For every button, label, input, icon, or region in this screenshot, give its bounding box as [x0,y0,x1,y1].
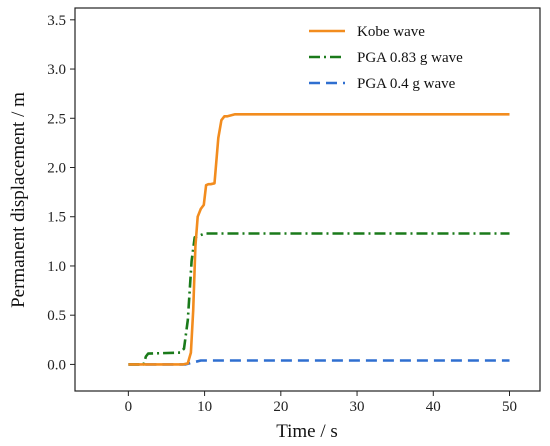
y-tick-label-3: 1.5 [47,210,66,226]
y-tick-label-2: 1.0 [47,259,66,275]
y-tick-label-7: 3.5 [47,13,66,29]
series-line-0 [128,113,510,366]
x-tick-label-4: 40 [426,399,441,415]
plot-frame [74,7,541,392]
x-tick-label-0: 0 [125,399,133,415]
y-tick-label-1: 0.5 [47,308,66,324]
y-axis-label: Permanent displacement / m [8,92,29,308]
x-tick-label-5: 50 [502,399,517,415]
series-line-1 [128,232,510,366]
y-tick-label-4: 2.0 [47,161,66,177]
y-tick-label-0: 0.0 [47,357,66,373]
legend-label-1: PGA 0.83 g wave [357,50,463,66]
y-tick-label-6: 3.0 [47,62,66,78]
y-tick-label-5: 2.5 [47,111,66,127]
legend-label-2: PGA 0.4 g wave [357,76,456,92]
x-tick-label-2: 20 [273,399,288,415]
x-axis-label: Time / s [276,421,338,442]
x-tick-label-3: 30 [350,399,365,415]
x-tick-label-1: 10 [197,399,212,415]
legend-label-0: Kobe wave [357,24,425,40]
